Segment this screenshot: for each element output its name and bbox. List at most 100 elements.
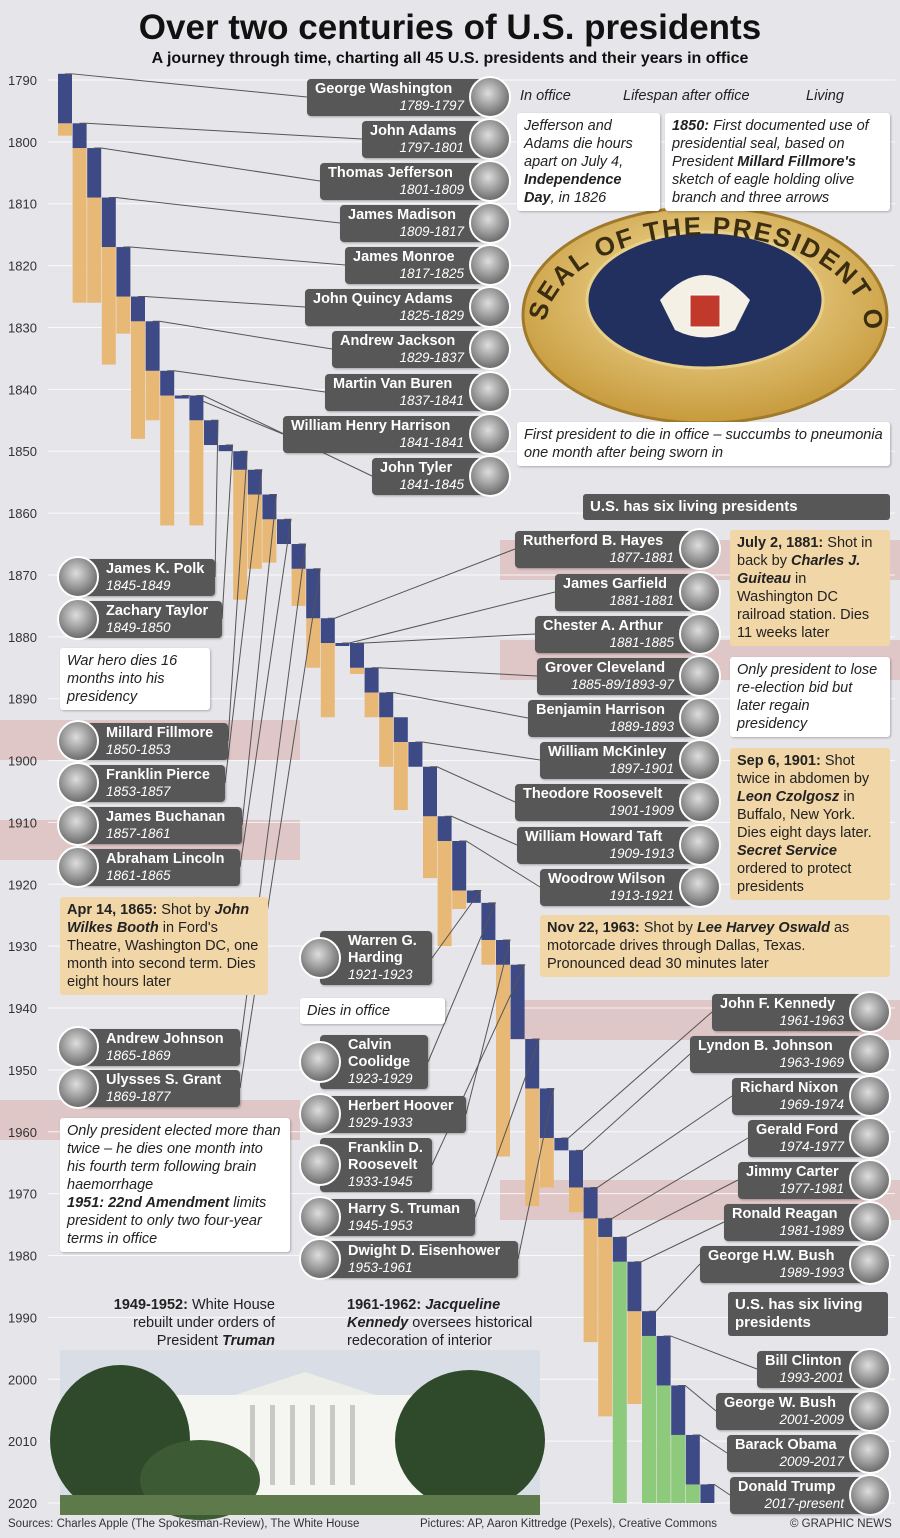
annotation-text: Independence Day	[524, 172, 622, 206]
president-name: Dwight D. Eisenhower	[348, 1242, 501, 1259]
office-bar	[291, 544, 306, 569]
pictures: Pictures: AP, Aaron Kittredge (Pexels), …	[420, 1518, 718, 1530]
annotation-text: John Wilkes Booth	[67, 902, 250, 936]
axis-tick-label: 1820	[8, 259, 37, 274]
annotation-text: in Ford's Theatre, Washington DC, one mo…	[67, 920, 259, 990]
lifespan-bar	[145, 370, 160, 421]
office-bar	[437, 816, 452, 841]
annotation-text: Truman	[222, 1333, 275, 1349]
president-label: Millard Fillmore 1850-1853	[57, 720, 228, 762]
annotation-text: Only president elected more than twice –…	[67, 1123, 281, 1193]
president-term: 1913-1921	[609, 887, 674, 903]
president-term: 1869-1877	[106, 1088, 171, 1104]
president-photo	[679, 571, 721, 613]
office-bar	[510, 964, 525, 1039]
president-photo	[679, 697, 721, 739]
office-bar	[671, 1385, 686, 1435]
president-term: 1989-1993	[779, 1264, 844, 1280]
president-term: 1993-2001	[779, 1369, 844, 1385]
president-term: 1829-1837	[399, 349, 464, 365]
president-photo	[299, 937, 341, 979]
president-term: 1909-1913	[609, 845, 674, 861]
president-label: Theodore Roosevelt 1901-1909	[515, 781, 721, 823]
president-label: Grover Cleveland 1885-89/1893-97	[537, 655, 721, 697]
axis-tick-label: 1810	[8, 197, 37, 212]
axis-tick-label: 2020	[8, 1496, 37, 1511]
president-name: Theodore Roosevelt	[523, 785, 663, 802]
office-bar	[247, 469, 262, 495]
office-bar	[72, 123, 87, 149]
connector	[649, 1263, 701, 1312]
office-bar	[700, 1484, 715, 1503]
axis-tick-label: 1800	[8, 135, 37, 150]
president-term: 1977-1981	[779, 1180, 844, 1196]
president-name: George W. Bush	[724, 1394, 836, 1411]
president-term: 1929-1933	[348, 1114, 413, 1130]
president-label: Donald Trump 2017-present	[730, 1474, 891, 1516]
president-name: Ulysses S. Grant	[106, 1071, 222, 1088]
president-photo	[679, 781, 721, 823]
president-photo	[469, 160, 511, 202]
president-name: Gerald Ford	[756, 1121, 839, 1138]
lifespan-bar	[583, 1218, 598, 1343]
annotation-paragraph: 1951: 22nd Amendment limits president to…	[67, 1194, 283, 1248]
president-term: 1850-1853	[106, 741, 171, 757]
lifespan-bar	[379, 717, 394, 767]
annotation-text: Nov 22, 1963:	[547, 920, 640, 936]
connector	[342, 591, 556, 644]
annotation: Only president to lose re-election bid b…	[730, 657, 890, 737]
president-label: Ulysses S. Grant 1869-1877	[57, 1067, 240, 1109]
president-label: Dwight D. Eisenhower 1953-1961	[299, 1238, 518, 1280]
president-term: 1953-1961	[348, 1259, 413, 1275]
president-label: John Adams 1797-1801	[362, 118, 511, 160]
connector	[605, 1137, 749, 1219]
lifespan-bar	[539, 1137, 554, 1188]
president-photo	[299, 1238, 341, 1280]
president-term: 1857-1861	[106, 825, 171, 841]
living-bar	[671, 1434, 686, 1503]
annotation-text: July 2, 1881:	[737, 535, 824, 551]
lifespan-bar	[393, 742, 408, 811]
axis-tick-label: 1900	[8, 754, 37, 769]
annotation-paragraph: Apr 14, 1865: Shot by John Wilkes Booth …	[67, 901, 261, 991]
president-photo	[679, 528, 721, 570]
connector	[707, 1483, 731, 1496]
connector	[590, 1095, 733, 1188]
connector	[634, 1221, 725, 1263]
president-name: William McKinley	[548, 743, 667, 760]
president-label: Ronald Reagan 1981-1989	[724, 1201, 891, 1243]
living-bar	[612, 1261, 627, 1503]
annotation-text: 1951: 22nd Amendment	[67, 1195, 230, 1211]
president-photo	[469, 328, 511, 370]
annotation-paragraph: 1961-1962: Jacqueline Kennedy oversees h…	[347, 1296, 553, 1350]
president-photo	[469, 76, 511, 118]
annotation-text: Shot by	[157, 902, 215, 918]
president-name: Franklin D. Roosevelt	[348, 1140, 423, 1173]
president-name: Donald Trump	[738, 1478, 836, 1495]
president-name: Lyndon B. Johnson	[698, 1037, 833, 1054]
living-bar	[642, 1335, 656, 1503]
lifespan-bar	[131, 321, 145, 439]
living-bar	[685, 1484, 700, 1503]
subtitle: A journey through time, charting all 45 …	[151, 50, 749, 67]
lifespan-bar	[101, 247, 116, 365]
office-bar	[320, 618, 335, 644]
office-bar	[642, 1311, 656, 1336]
connector	[167, 370, 326, 393]
president-term: 1921-1923	[348, 967, 413, 982]
office-bar	[233, 451, 248, 470]
president-name: John Adams	[370, 122, 457, 139]
president-label: George W. Bush 2001-2009	[716, 1390, 891, 1432]
president-photo	[849, 1243, 891, 1285]
connector	[108, 197, 341, 224]
president-photo	[469, 371, 511, 413]
annotation: 1850: First documented use of presidenti…	[665, 113, 890, 211]
president-label: George H.W. Bush 1989-1993	[700, 1243, 891, 1285]
office-bar	[569, 1150, 583, 1188]
lifespan-bar	[72, 148, 87, 303]
president-name: Benjamin Harrison	[536, 701, 665, 718]
president-photo	[469, 118, 511, 160]
annotation: July 2, 1881: Shot in back by Charles J.…	[730, 530, 890, 646]
office-bar	[131, 296, 145, 322]
president-name: Millard Fillmore	[106, 724, 214, 741]
